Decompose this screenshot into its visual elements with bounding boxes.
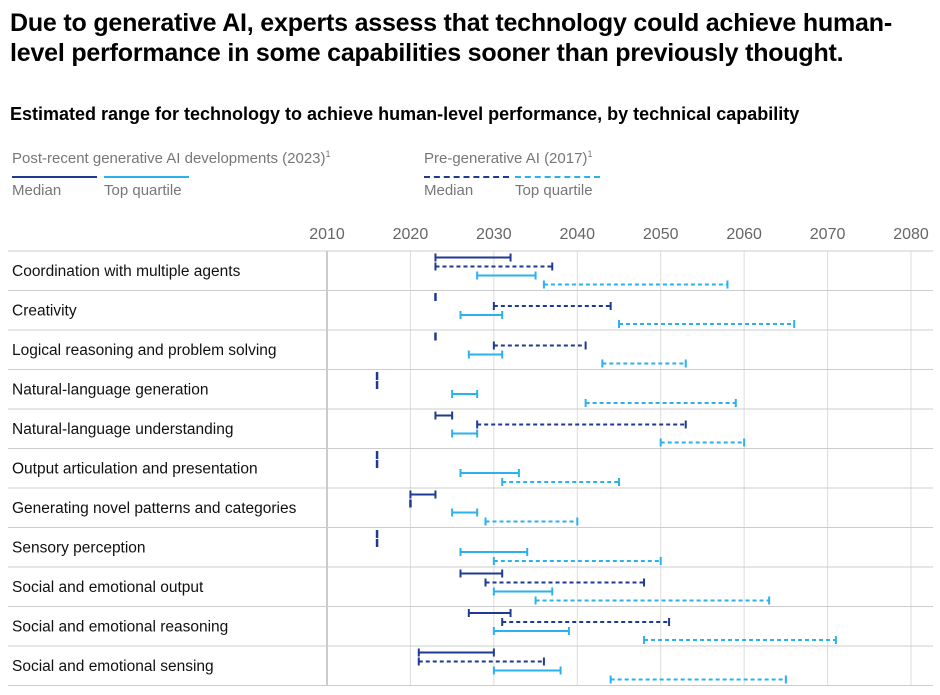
- footnote-marker: 1: [325, 149, 331, 159]
- x-tick-label: 2030: [476, 226, 512, 243]
- legend-label: Top quartile: [104, 182, 182, 199]
- x-tick-label: 2040: [559, 226, 595, 243]
- chart-title: Due to generative AI, experts assess tha…: [10, 9, 892, 67]
- x-tick-label: 2060: [726, 226, 762, 243]
- x-tick-label: 2050: [643, 226, 679, 243]
- row-label: Social and emotional output: [12, 579, 204, 596]
- footnote-marker: 1: [587, 149, 593, 159]
- legend-swatch-median-solid: [12, 176, 97, 178]
- legend-group-2023: Post-recent generative AI developments (…: [12, 149, 331, 213]
- legend-item-top-quartile-2017: Top quartile: [515, 167, 600, 199]
- row-label: Social and emotional sensing: [12, 658, 214, 675]
- row-label: Creativity: [12, 303, 77, 320]
- legend-swatch-median-dashed: [424, 176, 509, 178]
- row-label: Social and emotional reasoning: [12, 619, 228, 636]
- row-label: Natural-language understanding: [12, 421, 233, 438]
- legend-label: Median: [424, 182, 474, 199]
- x-tick-label: 2070: [810, 226, 846, 243]
- row-label: Natural-language generation: [12, 382, 208, 399]
- legend-group-title: Post-recent generative AI developments (…: [12, 149, 331, 167]
- legend-label: Median: [12, 182, 62, 199]
- legend-group-2017: Pre-generative AI (2017)1 Median Top qua…: [424, 149, 600, 213]
- legend-group-title: Pre-generative AI (2017)1: [424, 149, 593, 167]
- row-label: Generating novel patterns and categories: [12, 500, 297, 517]
- legend-item-median-2017: Median: [424, 167, 509, 199]
- legend-label: Top quartile: [515, 182, 593, 199]
- row-label: Sensory perception: [12, 540, 146, 557]
- x-tick-label: 2020: [393, 226, 429, 243]
- chart-subtitle: Estimated range for technology to achiev…: [10, 104, 800, 124]
- legend-swatch-top-quartile-solid: [104, 176, 189, 178]
- legend-swatch-top-quartile-dashed: [515, 176, 600, 178]
- row-label: Coordination with multiple agents: [12, 263, 241, 280]
- row-label: Logical reasoning and problem solving: [12, 342, 277, 359]
- x-tick-label: 2010: [309, 226, 345, 243]
- legend-item-median-2023: Median: [12, 167, 97, 199]
- row-label: Output articulation and presentation: [12, 461, 258, 478]
- legend-item-top-quartile-2023: Top quartile: [104, 167, 189, 199]
- x-tick-label: 2080: [893, 226, 929, 243]
